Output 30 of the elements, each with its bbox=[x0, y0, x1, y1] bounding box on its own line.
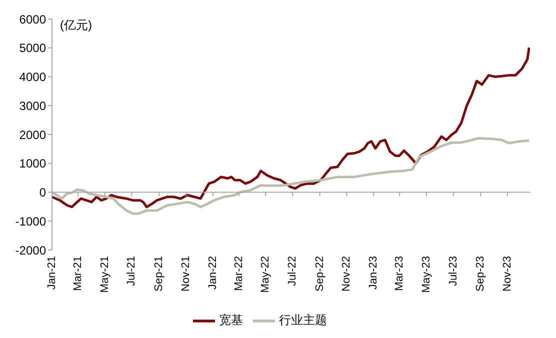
x-tick-label: May-22 bbox=[260, 256, 272, 293]
y-tick-label: 6000 bbox=[19, 12, 46, 26]
y-tick-label: 5000 bbox=[19, 41, 46, 56]
y-tick-label: 3000 bbox=[19, 98, 46, 113]
x-tick-label: May-21 bbox=[98, 256, 111, 293]
x-tick-label: Jul-21 bbox=[126, 256, 138, 286]
x-tick-label: Mar-22 bbox=[232, 256, 245, 291]
x-tick-label: Jul-22 bbox=[286, 256, 299, 286]
x-tick-label: Jan-23 bbox=[368, 256, 380, 290]
x-tick-label: Jul-23 bbox=[447, 256, 460, 286]
y-tick-label: 4000 bbox=[19, 70, 46, 84]
y-axis-title: (亿元) bbox=[60, 17, 92, 34]
x-tick-label: Nov-21 bbox=[180, 256, 192, 292]
x-tick-label: Jan-22 bbox=[206, 256, 219, 290]
x-tick-label: Mar-23 bbox=[394, 256, 406, 291]
x-tick-label: Nov-23 bbox=[502, 256, 514, 292]
legend-label: 行业主题 bbox=[279, 313, 327, 328]
x-tick-label: May-23 bbox=[420, 256, 432, 293]
y-tick-label: 0 bbox=[39, 186, 46, 200]
y-tick-label: 2000 bbox=[19, 128, 46, 142]
y-tick-label: -2000 bbox=[15, 243, 46, 258]
x-tick-label: Sep-23 bbox=[474, 256, 487, 292]
x-tick-label: Sep-22 bbox=[314, 256, 326, 292]
x-tick-label: Jan-21 bbox=[46, 256, 58, 290]
x-tick-label: Mar-21 bbox=[72, 256, 84, 291]
x-tick-label: Nov-22 bbox=[340, 256, 353, 292]
legend-label: 宽基 bbox=[219, 313, 243, 328]
y-tick-label: 1000 bbox=[19, 156, 46, 171]
y-tick-label: -1000 bbox=[15, 214, 46, 228]
x-tick-label: Sep-21 bbox=[153, 256, 166, 292]
